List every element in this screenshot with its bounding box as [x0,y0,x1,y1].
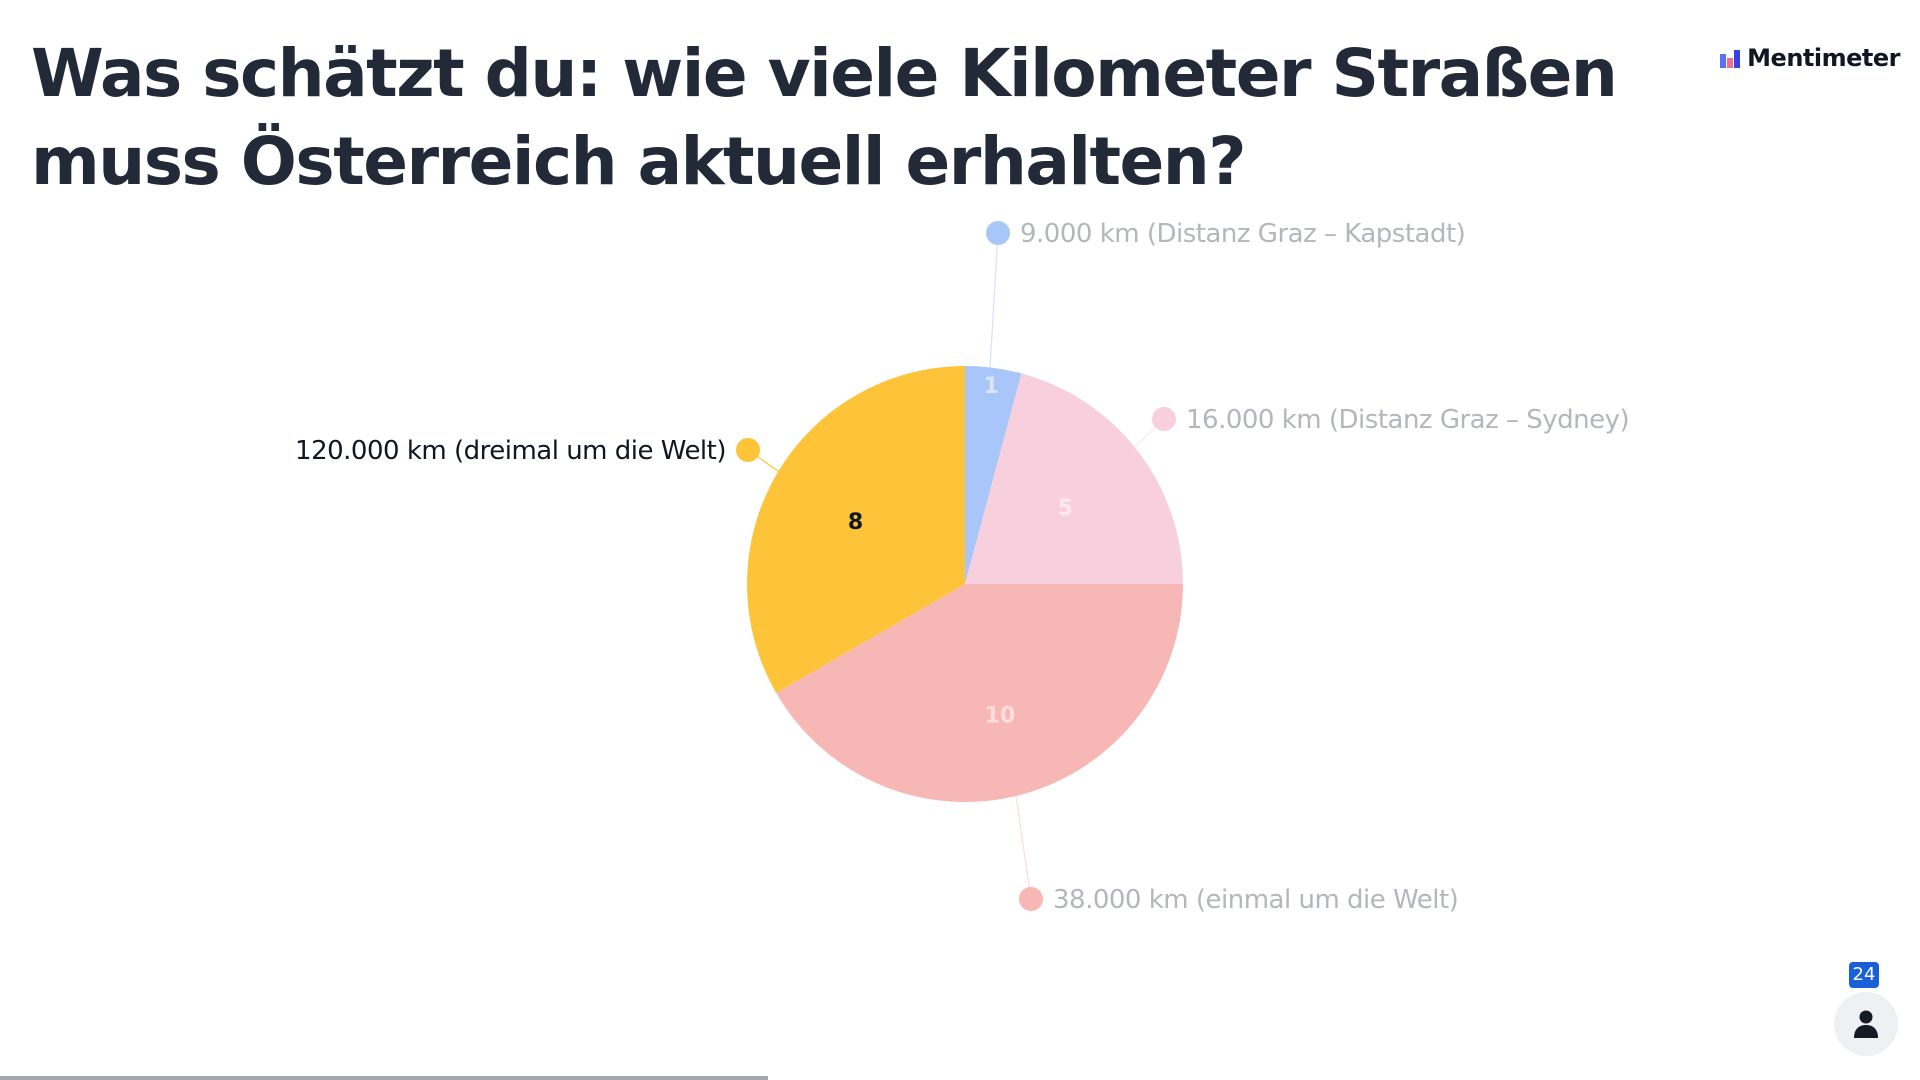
brand-name: Mentimeter [1747,44,1900,72]
pie-slice [747,366,965,693]
participants-count-badge: 24 [1849,962,1879,988]
slice-value-label: 8 [848,510,863,535]
slide-title: Was schätzt du: wie viele Kilometer Stra… [31,35,1618,200]
legend-dot [1019,887,1043,911]
progress-fill [0,1076,768,1080]
leader-line [1099,418,1165,481]
leader-lines [747,232,1165,900]
leader-line [1008,748,1032,900]
pie-slice [965,373,1183,584]
slice-category-label: 16.000 km (Distanz Graz – Sydney) [1186,405,1629,435]
pie-slice [776,584,1183,802]
slice-category-label: 38.000 km (einmal um die Welt) [1053,885,1458,915]
brand: Mentimeter [1720,44,1900,72]
mentimeter-logo-icon [1720,48,1741,68]
slice-value-label: 10 [985,704,1016,729]
presentation-progress-bar [0,1076,1920,1080]
person-icon [1854,1010,1878,1038]
participants-button[interactable]: 24 [1834,962,1898,1056]
pie-slice [965,366,1022,584]
slice-value-label: 1 [984,374,999,399]
legend-dot [986,221,1010,245]
slice-category-label: 120.000 km (dreimal um die Welt) [295,436,726,466]
leader-line [986,232,999,416]
slice-category-label: 9.000 km (Distanz Graz – Kapstadt) [1020,219,1465,249]
slice-labels: 1 9.000 km (Distanz Graz – Kapstadt) 5 16.0… [295,219,1630,915]
leader-line [747,449,819,500]
pie-slices [747,366,1183,802]
slice-value-label: 5 [1058,496,1073,521]
legend-dot [1152,407,1176,431]
legend-dot [736,438,760,462]
